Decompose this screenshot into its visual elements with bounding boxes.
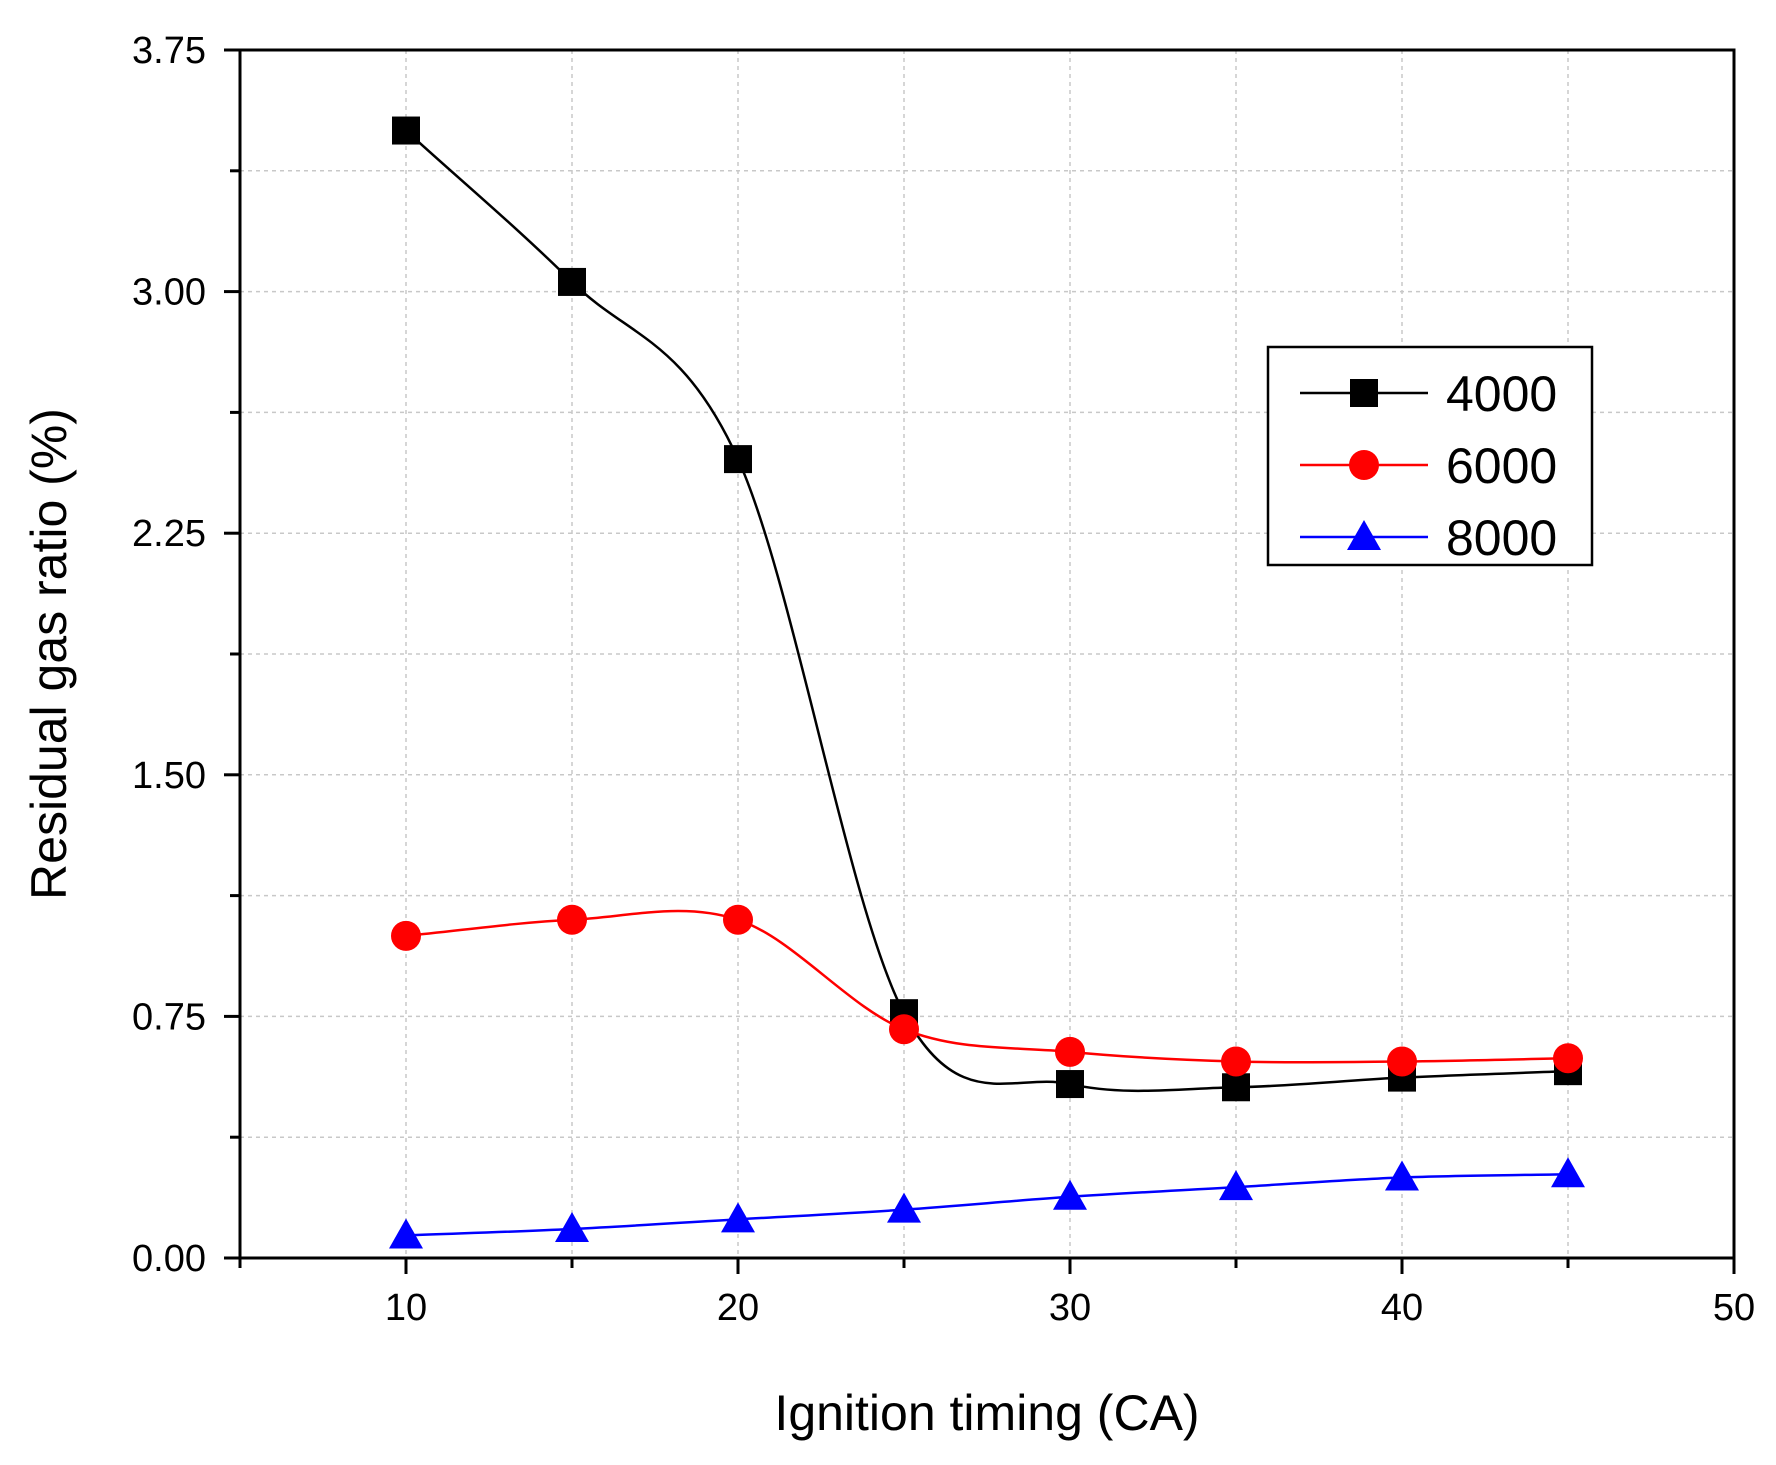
data-point-6000 [557, 904, 587, 935]
legend-entry-8000: 8000 [1300, 510, 1557, 566]
data-point-4000 [724, 445, 752, 474]
y-tick-label: 1.50 [132, 755, 206, 797]
legend-entry-6000: 6000 [1300, 438, 1557, 494]
data-point-6000 [391, 920, 421, 951]
series-line-8000 [405, 1173, 1569, 1237]
legend-marker [1350, 379, 1378, 407]
grid [240, 50, 1734, 1258]
data-point-8000 [1053, 1179, 1087, 1210]
data-point-6000 [1221, 1046, 1251, 1077]
series-line-6000 [405, 909, 1569, 1064]
legend-label: 4000 [1446, 366, 1557, 422]
series-8000 [389, 1157, 1585, 1249]
data-point-8000 [1551, 1157, 1585, 1188]
data-point-4000 [1056, 1070, 1084, 1099]
x-axis-title: Ignition timing (CA) [774, 1385, 1199, 1441]
x-tick-label: 20 [717, 1287, 759, 1329]
x-tick-label: 50 [1713, 1287, 1755, 1329]
x-tick-label: 30 [1049, 1287, 1091, 1329]
series-area [389, 116, 1585, 1249]
legend: 4000 6000 8000 [1266, 345, 1594, 567]
data-point-4000 [1222, 1073, 1250, 1102]
legend-marker [1349, 450, 1379, 480]
y-tick-label: 3.00 [132, 272, 206, 314]
data-point-6000 [1387, 1046, 1417, 1077]
legend-marker [1347, 520, 1381, 550]
data-point-8000 [1385, 1160, 1419, 1191]
series-6000 [391, 904, 1583, 1077]
data-point-8000 [389, 1218, 423, 1249]
data-point-6000 [723, 904, 753, 935]
legend-box [1266, 345, 1594, 567]
data-point-8000 [721, 1202, 755, 1233]
data-point-8000 [1219, 1170, 1253, 1201]
y-tick-label: 0.75 [132, 996, 206, 1038]
data-point-6000 [889, 1014, 919, 1045]
legend-label: 8000 [1446, 510, 1557, 566]
legend-entry-4000: 4000 [1300, 366, 1557, 422]
axes: 10 20 30 40 50 0.00 0.75 1.50 2.25 3.00 3.75 [132, 30, 1755, 1329]
x-tick-label: 40 [1381, 1287, 1423, 1329]
y-tick-label: 2.25 [132, 513, 206, 555]
y-tick-label: 3.75 [132, 30, 206, 72]
data-point-4000 [558, 267, 586, 296]
legend-label: 6000 [1446, 438, 1557, 494]
data-point-8000 [887, 1192, 921, 1223]
data-point-4000 [392, 116, 420, 145]
data-point-6000 [1553, 1043, 1583, 1074]
y-axis-title: Residual gas ratio (%) [21, 408, 77, 900]
data-point-8000 [555, 1212, 589, 1243]
x-tick-label: 10 [385, 1287, 427, 1329]
y-tick-label: 0.00 [132, 1238, 206, 1280]
data-point-6000 [1055, 1036, 1085, 1067]
series-4000 [392, 116, 1582, 1102]
